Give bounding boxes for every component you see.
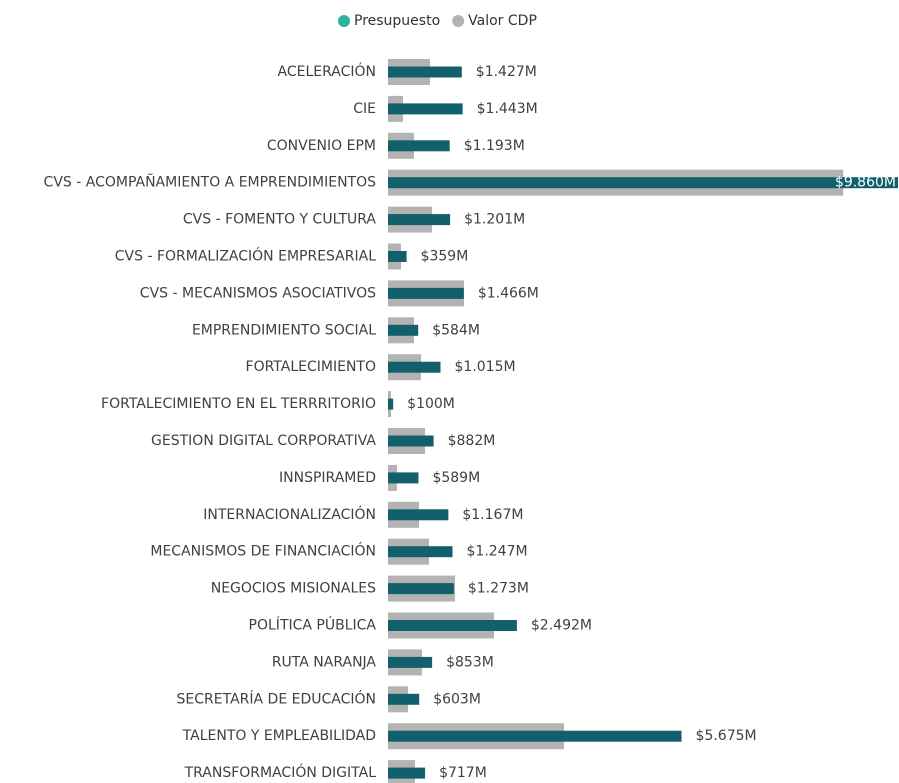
data-label: $1.193M (464, 138, 525, 154)
bar (388, 103, 463, 115)
category-label: CVS - FORMALIZACIÓN EMPRESARIAL (115, 247, 376, 265)
category-label: EMPRENDIMIENTO SOCIAL (192, 322, 376, 338)
legend-marker (452, 15, 465, 27)
category-label: FORTALECIMIENTO (246, 359, 376, 375)
legend-label: Valor CDP (468, 13, 537, 29)
category-label: INNSPIRAMED (279, 470, 376, 486)
data-label: $853M (446, 654, 494, 670)
category-label: CIE (353, 101, 376, 117)
data-label: $1.443M (477, 101, 538, 117)
data-label: $1.201M (464, 212, 525, 228)
data-label: $584M (432, 322, 480, 338)
bar (388, 214, 451, 226)
data-label: $882M (448, 433, 496, 449)
bar (388, 361, 441, 373)
data-label: $1.466M (478, 285, 539, 301)
category-label: NEGOCIOS MISIONALES (211, 581, 376, 597)
bar (388, 509, 449, 521)
data-label: $9.860M (835, 175, 896, 191)
category-label: CVS - FOMENTO Y CULTURA (183, 212, 377, 228)
bar (388, 693, 420, 705)
category-label: TRANSFORMACIÓN DIGITAL (184, 763, 377, 781)
category-label: SECRETARÍA DE EDUCACIÓN (177, 689, 376, 707)
bar (388, 656, 433, 668)
data-label: $359M (421, 249, 469, 265)
data-label: $100M (407, 396, 455, 412)
category-label: FORTALECIMIENTO EN EL TERRRITORIO (101, 396, 376, 412)
category-label: TALENTO Y EMPLEABILIDAD (182, 728, 376, 744)
category-label: MECANISMOS DE FINANCIACIÓN (150, 542, 376, 560)
bar (388, 398, 394, 410)
legend-marker (338, 15, 350, 27)
bar (388, 435, 434, 447)
bar (388, 620, 517, 631)
category-label: RUTA NARANJA (272, 654, 377, 670)
data-label: $1.247M (467, 544, 528, 560)
data-label: $5.675M (696, 728, 757, 744)
category-label: GESTION DIGITAL CORPORATIVA (151, 433, 376, 449)
bar (388, 583, 454, 595)
bar (388, 546, 453, 558)
category-label: CVS - MECANISMOS ASOCIATIVOS (140, 285, 376, 301)
bar (388, 140, 450, 152)
category-label: INTERNACIONALIZACIÓN (203, 505, 376, 523)
bar (388, 251, 407, 262)
category-label: ACELERACIÓN (278, 62, 377, 80)
legend-label: Presupuesto (354, 13, 440, 29)
category-label: CVS - ACOMPAÑAMIENTO A EMPRENDIMIENTOS (44, 174, 377, 191)
category-label: CONVENIO EPM (267, 138, 376, 154)
bar (388, 287, 464, 299)
data-label: $1.273M (468, 581, 529, 597)
data-label: $1.015M (455, 359, 516, 375)
data-label: $2.492M (531, 618, 592, 634)
data-label: $1.427M (476, 64, 537, 80)
bar (388, 472, 419, 484)
category-label: POLÍTICA PÚBLICA (249, 616, 377, 634)
bar (388, 730, 682, 742)
data-label: $717M (439, 765, 487, 781)
bar (388, 767, 426, 779)
bar (388, 177, 898, 189)
bar (388, 66, 462, 78)
data-label: $603M (433, 691, 481, 707)
data-label: $1.167M (462, 507, 523, 523)
bar (388, 324, 419, 336)
data-label: $589M (432, 470, 480, 486)
